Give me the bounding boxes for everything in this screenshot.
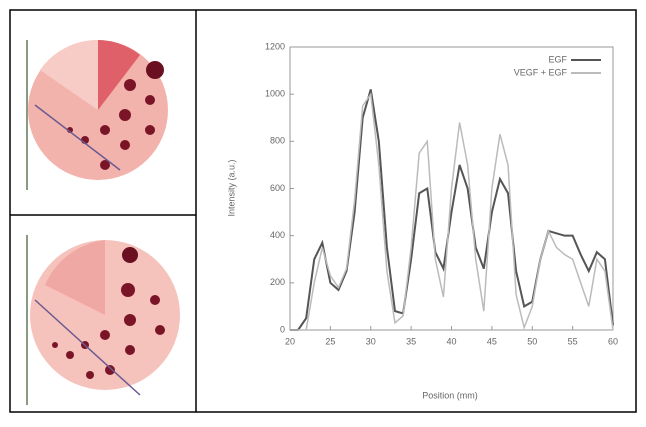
y-tick-label: 1000 xyxy=(265,89,285,99)
x-tick-label: 35 xyxy=(406,336,416,346)
x-tick-label: 25 xyxy=(325,336,335,346)
x-tick-label: 45 xyxy=(487,336,497,346)
legend-label: VEGF + EGF xyxy=(514,67,568,77)
x-axis-label: Position (mm) xyxy=(422,390,478,400)
dish-image-top xyxy=(26,39,168,190)
y-axis-label: Intensity (a.u.) xyxy=(226,159,236,216)
y-tick-label: 0 xyxy=(280,324,285,334)
line-series xyxy=(290,89,614,331)
x-tick-label: 40 xyxy=(446,336,456,346)
y-tick-label: 200 xyxy=(270,277,285,287)
x-tick-label: 60 xyxy=(608,336,618,346)
x-tick-label: 55 xyxy=(568,336,578,346)
line-series xyxy=(290,92,614,331)
y-tick-label: 1200 xyxy=(265,41,285,51)
dish-image-bottom xyxy=(26,235,180,405)
x-tick-label: 50 xyxy=(527,336,537,346)
y-tick-label: 800 xyxy=(270,136,285,146)
x-tick-label: 30 xyxy=(366,336,376,346)
legend-label: EGF xyxy=(548,54,567,64)
frame xyxy=(9,9,637,413)
y-tick-label: 600 xyxy=(270,183,285,193)
x-tick-label: 20 xyxy=(285,336,295,346)
y-tick-label: 400 xyxy=(270,230,285,240)
